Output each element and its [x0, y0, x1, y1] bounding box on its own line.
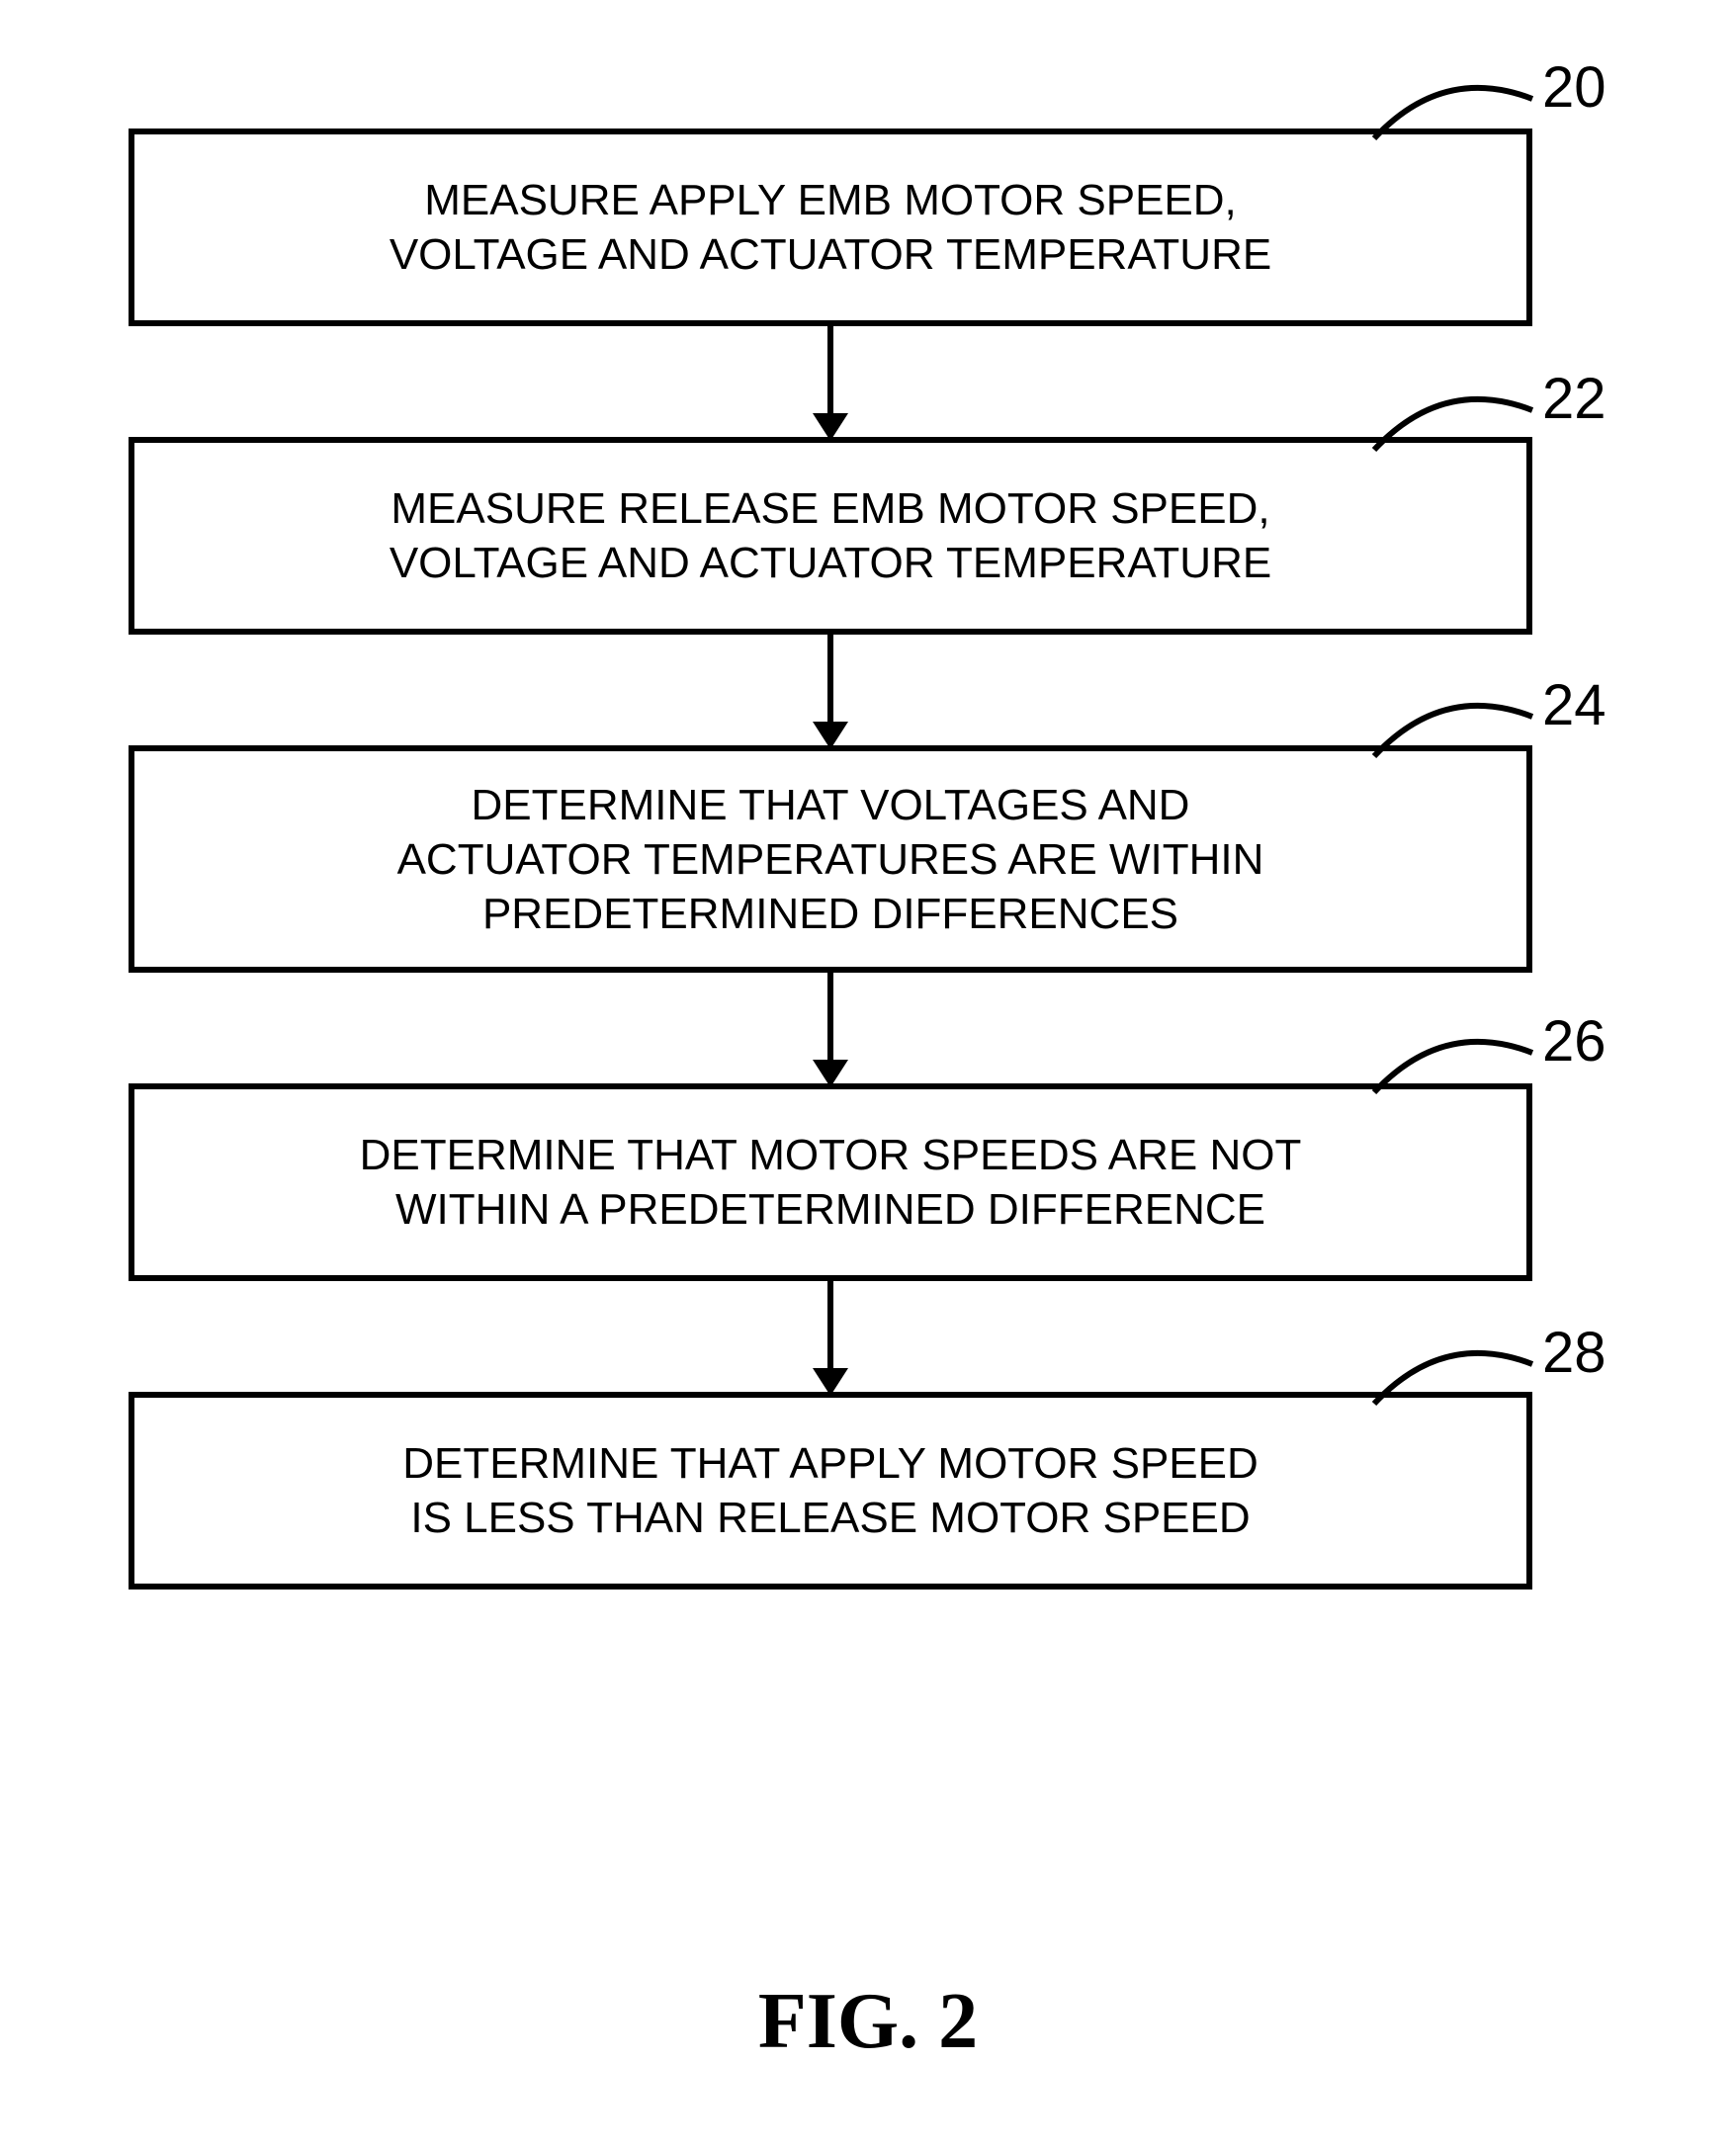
arrow-line	[827, 1281, 833, 1372]
box-text-line: MEASURE RELEASE EMB MOTOR SPEED,	[391, 481, 1269, 536]
figure-caption: FIG. 2	[0, 1977, 1736, 2067]
flow-box-20: MEASURE APPLY EMB MOTOR SPEED, VOLTAGE A…	[129, 129, 1532, 326]
ref-label-20: 20	[1542, 54, 1606, 121]
box-text-line: ACTUATOR TEMPERATURES ARE WITHIN	[397, 832, 1264, 887]
flow-arrow	[129, 635, 1532, 745]
flow-box-28: DETERMINE THAT APPLY MOTOR SPEED IS LESS…	[129, 1392, 1532, 1590]
box-text-line: VOLTAGE AND ACTUATOR TEMPERATURE	[390, 227, 1271, 282]
flowchart: MEASURE APPLY EMB MOTOR SPEED, VOLTAGE A…	[129, 129, 1532, 1590]
box-text-line: WITHIN A PREDETERMINED DIFFERENCE	[395, 1182, 1265, 1237]
box-text-line: DETERMINE THAT VOLTAGES AND	[472, 778, 1190, 832]
flow-arrow	[129, 973, 1532, 1083]
arrow-line	[827, 326, 833, 417]
figure-container: MEASURE APPLY EMB MOTOR SPEED, VOLTAGE A…	[0, 0, 1736, 2149]
flow-box-26: DETERMINE THAT MOTOR SPEEDS ARE NOT WITH…	[129, 1083, 1532, 1281]
box-text-line: IS LESS THAN RELEASE MOTOR SPEED	[410, 1491, 1250, 1545]
box-text-line: DETERMINE THAT MOTOR SPEEDS ARE NOT	[360, 1128, 1302, 1182]
flow-arrow	[129, 1281, 1532, 1392]
ref-label-24: 24	[1542, 672, 1606, 738]
flow-box-24: DETERMINE THAT VOLTAGES AND ACTUATOR TEM…	[129, 745, 1532, 973]
box-text-line: DETERMINE THAT APPLY MOTOR SPEED	[402, 1436, 1259, 1491]
arrow-line	[827, 635, 833, 726]
arrow-line	[827, 973, 833, 1064]
ref-label-26: 26	[1542, 1008, 1606, 1074]
ref-label-28: 28	[1542, 1320, 1606, 1386]
flow-box-22: MEASURE RELEASE EMB MOTOR SPEED, VOLTAGE…	[129, 437, 1532, 635]
box-text-line: VOLTAGE AND ACTUATOR TEMPERATURE	[390, 536, 1271, 590]
box-text-line: PREDETERMINED DIFFERENCES	[482, 887, 1178, 941]
ref-label-22: 22	[1542, 366, 1606, 432]
flow-arrow	[129, 326, 1532, 437]
box-text-line: MEASURE APPLY EMB MOTOR SPEED,	[424, 173, 1237, 227]
